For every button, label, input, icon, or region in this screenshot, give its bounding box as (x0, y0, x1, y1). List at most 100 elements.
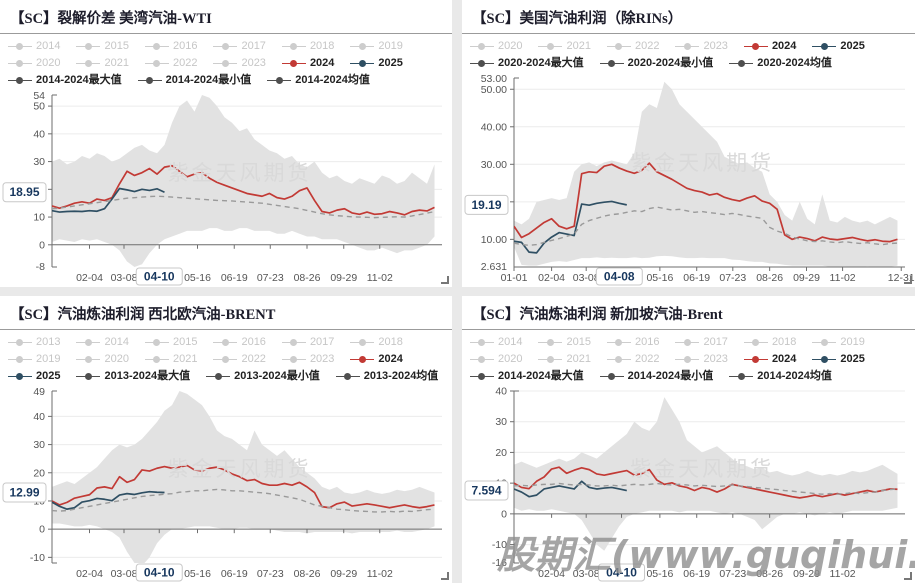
legend-item-2022[interactable]: 2022 (144, 56, 197, 71)
legend-marker-icon (675, 355, 700, 364)
series-2024[interactable] (514, 162, 898, 243)
legend-item-2025[interactable]: 2025 (812, 352, 865, 367)
legend-item-2025[interactable]: 2025 (812, 39, 865, 54)
legend-item-2022[interactable]: 2022 (606, 39, 659, 54)
series-2014-2024均值[interactable] (514, 482, 898, 495)
x-tick-label: 11-02 (830, 568, 856, 580)
legend-item-2021[interactable]: 2021 (76, 56, 129, 71)
legend-item-2020[interactable]: 2020 (8, 56, 60, 71)
legend-item-2024[interactable]: 2024 (743, 352, 796, 367)
legend-item-2019[interactable]: 2019 (812, 335, 865, 350)
chart-plot[interactable]: 10.0020.0030.0040.0050.0053.002.63101-01… (462, 72, 915, 287)
legend-item-2023[interactable]: 2023 (675, 352, 728, 367)
legend-item-2015[interactable]: 2015 (538, 335, 591, 350)
x-tick-label: 08-26 (756, 568, 783, 580)
legend-marker-icon (350, 338, 375, 347)
legend-item-2021[interactable]: 2021 (538, 39, 591, 54)
legend-marker-icon (470, 355, 494, 364)
series-2025[interactable] (52, 187, 165, 213)
chart-plot[interactable]: -10010203040-1602-0403-0804-1005-1606-19… (462, 385, 915, 583)
legend-item-2024[interactable]: 2024 (350, 352, 403, 367)
y-tick-label: -10 (30, 552, 45, 564)
selected-date-box (595, 267, 643, 286)
legend-item-2024[interactable]: 2024 (743, 39, 796, 54)
legend-item-2020[interactable]: 2020 (470, 39, 522, 54)
legend-item-2025[interactable]: 2025 (350, 56, 403, 71)
legend-label: 2016 (172, 40, 198, 52)
legend-item-2014[interactable]: 2014 (8, 39, 60, 54)
legend-item-2014[interactable]: 2014 (470, 335, 522, 350)
legend-marker-icon (538, 338, 563, 347)
legend-item-2016[interactable]: 2016 (213, 335, 266, 350)
legend-marker-icon (8, 42, 32, 51)
legend-marker-icon (8, 76, 32, 85)
legend-item-2023[interactable]: 2023 (675, 39, 728, 54)
legend-item-2020-2024最大值[interactable]: 2020-2024最大值 (470, 56, 584, 71)
legend-marker-icon (350, 59, 375, 68)
legend-item-2020[interactable]: 2020 (470, 352, 522, 367)
legend-label: 2021 (104, 57, 129, 69)
legend-item-2016[interactable]: 2016 (144, 39, 198, 54)
panel-resize-corner (904, 572, 912, 580)
legend-item-2013-2024最大值[interactable]: 2013-2024最大值 (76, 369, 190, 384)
legend-item-2024[interactable]: 2024 (281, 56, 334, 71)
minmax-band (52, 391, 435, 563)
legend-marker-icon (599, 372, 624, 381)
legend-item-2015[interactable]: 2015 (144, 335, 197, 350)
legend-item-2019[interactable]: 2019 (8, 352, 60, 367)
latest-value-box (2, 182, 47, 203)
legend-item-2015[interactable]: 2015 (76, 39, 129, 54)
y-tick-label: 50 (33, 101, 45, 113)
svg-text:7.594: 7.594 (471, 484, 501, 498)
series-2024[interactable] (514, 466, 898, 499)
series-2013-2024均值[interactable] (52, 488, 435, 513)
legend-item-2014-2024最小值[interactable]: 2014-2024最小值 (137, 73, 251, 88)
legend-item-2013-2024最小值[interactable]: 2013-2024最小值 (206, 369, 320, 384)
legend-item-2021[interactable]: 2021 (538, 352, 591, 367)
legend-item-2021[interactable]: 2021 (144, 352, 197, 367)
legend-item-2020-2024均值[interactable]: 2020-2024均值 (729, 56, 832, 71)
chart-title: 【SC】汽油炼油利润 新加坡汽油-Brent (462, 296, 915, 330)
series-2025[interactable] (514, 480, 627, 498)
legend-item-2014-2024最小值[interactable]: 2014-2024最小值 (599, 369, 713, 384)
legend-item-2014-2024均值[interactable]: 2014-2024均值 (267, 73, 370, 88)
series-2014-2024均值[interactable] (52, 195, 435, 219)
legend-label: 2021 (566, 40, 591, 52)
legend-item-2025[interactable]: 2025 (8, 369, 60, 384)
x-tick-label: 11-02 (367, 568, 393, 580)
legend-item-2013[interactable]: 2013 (8, 335, 60, 350)
legend-label: 2023 (703, 353, 728, 365)
series-2025[interactable] (52, 490, 165, 510)
legend-item-2017[interactable]: 2017 (675, 335, 728, 350)
legend-item-2022[interactable]: 2022 (213, 352, 266, 367)
legend-item-2016[interactable]: 2016 (606, 335, 659, 350)
legend-item-2014-2024均值[interactable]: 2014-2024均值 (729, 369, 832, 384)
legend-item-2018[interactable]: 2018 (743, 335, 796, 350)
legend-item-2019[interactable]: 2019 (350, 39, 403, 54)
legend-label: 2017 (703, 336, 728, 348)
y-tick-label: 0 (39, 524, 45, 536)
legend-marker-icon (76, 42, 101, 51)
legend-item-2020-2024最小值[interactable]: 2020-2024最小值 (599, 56, 713, 71)
legend-item-2023[interactable]: 2023 (213, 56, 266, 71)
legend-item-2022[interactable]: 2022 (606, 352, 659, 367)
legend-item-2018[interactable]: 2018 (281, 39, 334, 54)
series-2024[interactable] (52, 164, 435, 216)
legend-item-2023[interactable]: 2023 (281, 352, 335, 367)
legend-item-2014-2024最大值[interactable]: 2014-2024最大值 (470, 369, 584, 384)
series-2020-2024均值[interactable] (514, 206, 898, 247)
legend-item-2013-2024均值[interactable]: 2013-2024均值 (335, 369, 438, 384)
chart-plot[interactable]: -100102030404902-0403-0804-1005-1606-190… (0, 385, 452, 583)
legend-label: 2023 (309, 353, 335, 365)
legend-item-2014[interactable]: 2014 (76, 335, 129, 350)
svg-text:18.95: 18.95 (9, 185, 39, 199)
legend-item-2017[interactable]: 2017 (281, 335, 334, 350)
plot-area: 0102030405054-802-0403-0804-1005-1606-19… (0, 89, 452, 287)
chart-plot[interactable]: 0102030405054-802-0403-0804-1005-1606-19… (0, 89, 452, 287)
legend-item-2020[interactable]: 2020 (76, 352, 129, 367)
series-2024[interactable] (52, 464, 435, 509)
legend-item-2017[interactable]: 2017 (213, 39, 266, 54)
legend-item-2014-2024最大值[interactable]: 2014-2024最大值 (8, 73, 122, 88)
legend-item-2018[interactable]: 2018 (350, 335, 403, 350)
legend-label: 2020 (104, 353, 129, 365)
